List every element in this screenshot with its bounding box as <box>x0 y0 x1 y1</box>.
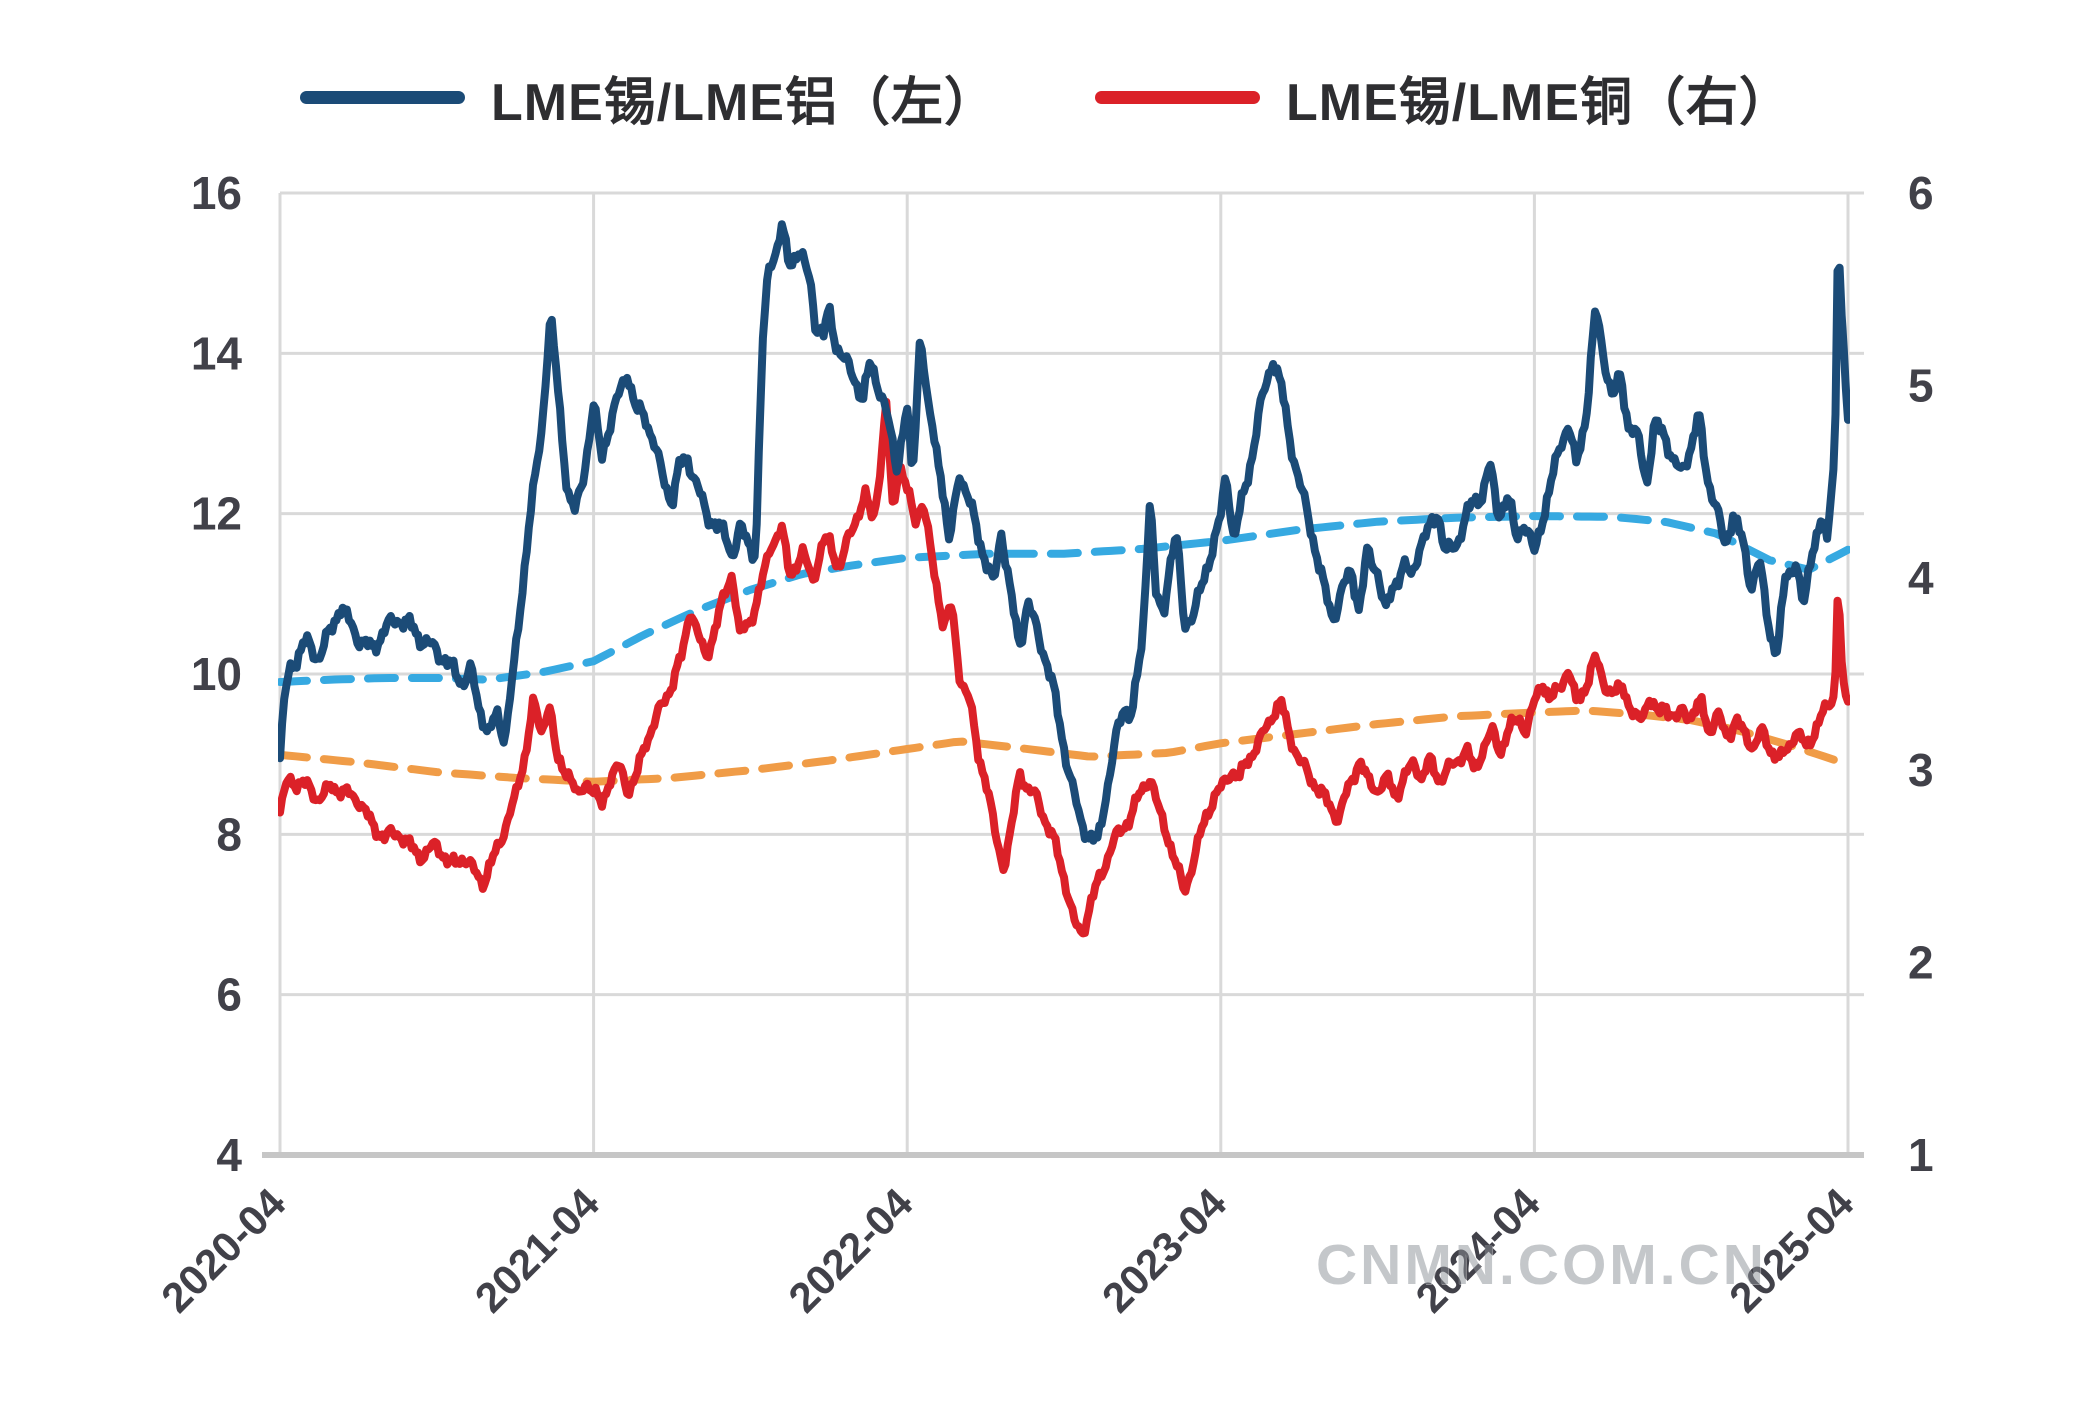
series-line-tin-copper <box>278 397 1850 938</box>
y-axis-tick-label-left: 10 <box>191 648 242 700</box>
y-axis-tick-label-left: 8 <box>216 808 242 860</box>
y-axis-tick-label-left: 16 <box>191 167 242 219</box>
y-axis-tick-label-right: 1 <box>1908 1129 1934 1181</box>
x-axis-tick-label: 2021-04 <box>466 1179 609 1322</box>
x-axis-tick-label: 2023-04 <box>1093 1179 1236 1322</box>
series-line-trend-skyblue <box>278 512 1850 686</box>
y-axis-tick-label-right: 5 <box>1908 359 1934 411</box>
y-axis-tick-label-right: 4 <box>1908 552 1934 604</box>
watermark: CNMN.COM.CN <box>1316 1233 1767 1297</box>
series-line-tin-aluminum <box>278 220 1850 845</box>
y-axis-tick-label-right: 2 <box>1908 937 1934 989</box>
x-axis-tick-label: 2020-04 <box>152 1179 295 1322</box>
y-axis-tick-label-right: 3 <box>1908 744 1934 796</box>
y-axis-tick-label-left: 14 <box>191 327 243 379</box>
x-axis-tick-label: 2022-04 <box>779 1179 922 1322</box>
y-axis-tick-label-left: 4 <box>216 1129 242 1181</box>
y-axis-tick-label-left: 6 <box>216 969 242 1021</box>
y-axis-tick-label-right: 6 <box>1908 167 1934 219</box>
y-axis-tick-label-left: 12 <box>191 488 242 540</box>
